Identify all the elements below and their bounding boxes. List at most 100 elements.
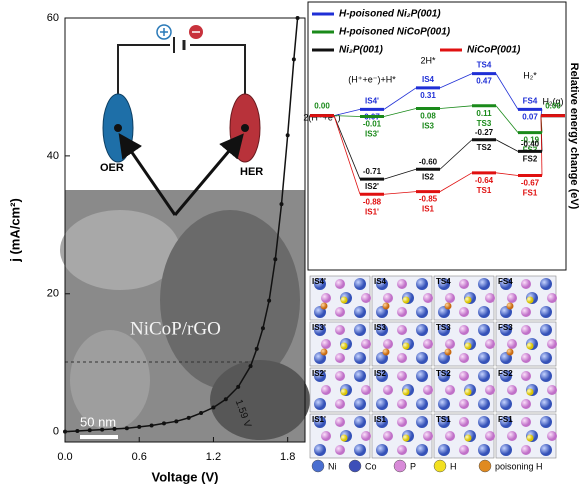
atom	[445, 303, 452, 310]
structure-label: TS3	[436, 323, 451, 332]
x-tick-label: 0.6	[132, 451, 147, 463]
state-header: H₂*	[523, 70, 537, 80]
atom	[438, 398, 450, 410]
atom	[521, 353, 531, 363]
atom	[478, 444, 490, 456]
tem-texture	[160, 210, 300, 390]
atom	[527, 435, 534, 442]
value-label: 0.00	[314, 102, 330, 111]
point	[273, 257, 277, 261]
atom	[485, 431, 495, 441]
atom	[507, 339, 517, 349]
atom	[507, 349, 514, 356]
structure-label: FS4	[498, 277, 513, 286]
point	[187, 416, 191, 420]
value-label: 0.07	[522, 112, 538, 121]
structure-label: IS4'	[312, 277, 326, 286]
atom	[321, 293, 331, 303]
atom	[547, 385, 557, 395]
atom	[478, 370, 490, 382]
legend-atom	[479, 460, 491, 472]
atom	[527, 297, 534, 304]
atom	[540, 416, 552, 428]
structure-label: IS3'	[312, 323, 326, 332]
state-label: FS2	[523, 154, 538, 163]
atom	[459, 417, 469, 427]
structure-label: IS1'	[312, 415, 326, 424]
atom	[321, 339, 331, 349]
atom	[423, 385, 433, 395]
atom	[459, 307, 469, 317]
value-label: -0.88	[363, 197, 382, 206]
atom	[335, 279, 345, 289]
atom	[485, 385, 495, 395]
atom	[540, 370, 552, 382]
connector	[334, 116, 360, 195]
state-label: TS2	[477, 143, 492, 152]
state-label: IS2'	[365, 182, 379, 191]
structure-label: IS2	[374, 369, 387, 378]
atom	[465, 435, 472, 442]
point	[100, 428, 104, 432]
atom	[321, 303, 328, 310]
structure-label: FS3	[498, 323, 513, 332]
atom	[397, 417, 407, 427]
connector	[440, 106, 472, 109]
atom	[383, 293, 393, 303]
atom	[521, 325, 531, 335]
point	[125, 426, 129, 430]
atom	[354, 416, 366, 428]
point	[150, 423, 154, 427]
atom	[465, 343, 472, 350]
x-axis-title: Voltage (V)	[152, 469, 219, 484]
structure-label: FS1	[498, 415, 513, 424]
atom	[361, 385, 371, 395]
atom	[397, 371, 407, 381]
legend-label: NiCoP(001)	[467, 45, 521, 56]
atom	[459, 371, 469, 381]
point	[249, 364, 253, 368]
atom	[416, 352, 428, 364]
atom	[521, 399, 531, 409]
x-tick-label: 1.2	[206, 451, 221, 463]
atom	[445, 293, 455, 303]
atom	[335, 399, 345, 409]
state-header: 2H*	[420, 55, 436, 65]
atom	[416, 398, 428, 410]
atom	[397, 353, 407, 363]
connector	[440, 74, 472, 88]
value-label: 0.08	[420, 112, 436, 121]
atom	[416, 416, 428, 428]
atom	[547, 431, 557, 441]
legend-atom	[434, 460, 446, 472]
connector	[496, 74, 518, 110]
atom	[354, 352, 366, 364]
legend-label: H	[450, 461, 457, 471]
connector	[384, 108, 416, 116]
atom	[335, 325, 345, 335]
atom	[383, 339, 393, 349]
atom	[335, 307, 345, 317]
point	[137, 425, 141, 429]
legend-label: Ni	[328, 461, 337, 471]
structure-label: TS1	[436, 415, 451, 424]
atom	[403, 389, 410, 396]
structure-label: IS3	[374, 323, 387, 332]
point	[162, 421, 166, 425]
state-label: IS3'	[365, 130, 379, 139]
point	[255, 347, 259, 351]
atom	[341, 435, 348, 442]
state-label: IS4	[422, 75, 435, 84]
atom	[478, 324, 490, 336]
atom	[478, 352, 490, 364]
legend-label: Ni₂P(001)	[339, 45, 383, 56]
atom	[507, 293, 517, 303]
cathode-dot	[241, 124, 249, 132]
atom	[397, 399, 407, 409]
atom	[341, 297, 348, 304]
point	[267, 299, 271, 303]
value-label: -0.60	[419, 157, 438, 166]
connector	[384, 169, 416, 179]
atom	[397, 307, 407, 317]
connector	[440, 173, 472, 192]
